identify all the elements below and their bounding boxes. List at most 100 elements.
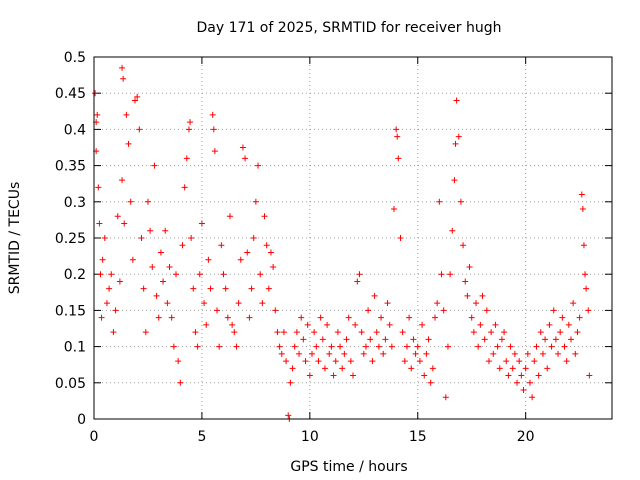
data-point <box>343 336 350 343</box>
data-point <box>406 314 413 321</box>
data-point <box>535 372 542 379</box>
data-point <box>300 336 307 343</box>
chart-title: Day 171 of 2025, SRMTID for receiver hug… <box>197 20 502 36</box>
y-tick-label: 0.5 <box>64 50 86 66</box>
data-point <box>296 350 303 357</box>
data-point <box>287 379 294 386</box>
data-point <box>194 343 201 350</box>
data-point <box>302 358 309 365</box>
data-point <box>544 365 551 372</box>
data-point <box>496 365 503 372</box>
data-point <box>123 111 130 118</box>
data-point <box>311 329 318 336</box>
data-point <box>92 90 99 97</box>
data-point <box>360 350 367 357</box>
data-point <box>173 271 180 278</box>
data-point <box>494 343 501 350</box>
data-point <box>119 177 126 184</box>
x-axis-label: GPS time / hours <box>290 459 407 475</box>
data-point <box>473 300 480 307</box>
data-point <box>522 365 529 372</box>
data-point <box>552 336 559 343</box>
data-point <box>187 119 194 126</box>
data-point <box>114 213 121 220</box>
data-point <box>574 329 581 336</box>
data-point <box>164 300 171 307</box>
data-point <box>440 307 447 314</box>
data-point <box>265 285 272 292</box>
data-point <box>539 350 546 357</box>
grid <box>94 57 612 419</box>
axis-ticks: 0 0.05 0.1 0.15 0.2 0.25 0.3 0.35 0.4 0.45 0.5 0 5 10… <box>55 50 612 445</box>
data-point <box>524 350 531 357</box>
x-tick-label: 5 <box>197 429 206 445</box>
data-point <box>371 292 378 299</box>
data-point <box>203 321 210 328</box>
data-point <box>222 285 229 292</box>
data-point <box>198 220 205 227</box>
data-point <box>209 111 216 118</box>
data-point <box>205 256 212 263</box>
data-point <box>274 329 281 336</box>
data-point <box>520 387 527 394</box>
data-point <box>586 372 593 379</box>
data-point <box>160 278 167 285</box>
data-point <box>98 314 105 321</box>
data-point <box>328 343 335 350</box>
data-point <box>537 329 544 336</box>
data-point <box>108 271 115 278</box>
data-point <box>332 358 339 365</box>
data-point <box>572 350 579 357</box>
data-point <box>475 343 482 350</box>
data-point <box>576 314 583 321</box>
data-point <box>211 148 218 155</box>
data-point <box>414 343 421 350</box>
data-point <box>293 329 300 336</box>
data-point <box>542 336 549 343</box>
data-point <box>151 162 158 169</box>
data-point <box>559 314 566 321</box>
data-point <box>304 321 311 328</box>
y-tick-label: 0.4 <box>64 122 86 138</box>
data-point <box>563 358 570 365</box>
data-point <box>188 235 195 241</box>
data-point <box>270 263 277 270</box>
data-point <box>315 358 322 365</box>
data-point <box>116 278 123 285</box>
data-point <box>224 314 231 321</box>
y-tick-label: 0.25 <box>55 231 86 247</box>
data-point <box>278 350 285 357</box>
data-point <box>468 314 475 321</box>
data-point <box>341 350 348 357</box>
data-point <box>280 329 287 336</box>
data-point <box>501 329 508 336</box>
data-point <box>507 343 514 350</box>
data-point <box>324 321 331 328</box>
data-point <box>248 285 255 292</box>
data-point <box>561 343 568 350</box>
y-tick-label: 0.15 <box>55 303 86 319</box>
data-point <box>375 343 382 350</box>
data-point <box>252 198 259 205</box>
data-point <box>326 350 333 357</box>
data-point <box>330 372 337 379</box>
data-point <box>106 285 113 292</box>
data-point <box>121 220 128 227</box>
data-point <box>570 300 577 307</box>
data-point <box>298 314 305 321</box>
data-point <box>479 292 486 299</box>
data-point <box>453 97 460 104</box>
data-point <box>531 358 538 365</box>
data-point <box>533 343 540 350</box>
data-point <box>140 285 147 292</box>
data-point <box>511 350 518 357</box>
data-point <box>354 278 361 285</box>
data-point <box>337 343 344 350</box>
data-point <box>250 235 257 241</box>
data-point <box>291 343 298 350</box>
data-point <box>226 213 233 220</box>
data-point <box>386 321 393 328</box>
data-point <box>168 314 175 321</box>
x-tick-label: 0 <box>90 429 99 445</box>
data-point <box>120 75 127 82</box>
